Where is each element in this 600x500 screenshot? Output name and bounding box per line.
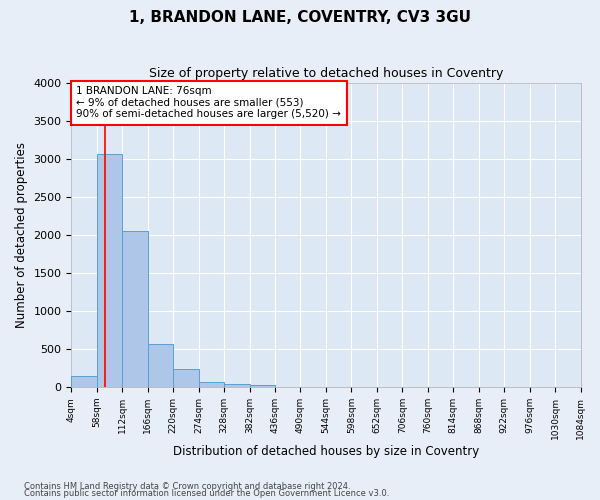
Bar — [224, 384, 250, 387]
Bar — [250, 385, 275, 387]
Bar — [148, 344, 173, 387]
Text: Contains HM Land Registry data © Crown copyright and database right 2024.: Contains HM Land Registry data © Crown c… — [24, 482, 350, 491]
Y-axis label: Number of detached properties: Number of detached properties — [15, 142, 28, 328]
X-axis label: Distribution of detached houses by size in Coventry: Distribution of detached houses by size … — [173, 444, 479, 458]
Bar — [71, 376, 97, 387]
Text: 1 BRANDON LANE: 76sqm
← 9% of detached houses are smaller (553)
90% of semi-deta: 1 BRANDON LANE: 76sqm ← 9% of detached h… — [76, 86, 341, 120]
Bar — [173, 369, 199, 387]
Bar — [97, 154, 122, 387]
Text: Contains public sector information licensed under the Open Government Licence v3: Contains public sector information licen… — [24, 490, 389, 498]
Bar — [122, 230, 148, 387]
Text: 1, BRANDON LANE, COVENTRY, CV3 3GU: 1, BRANDON LANE, COVENTRY, CV3 3GU — [129, 10, 471, 25]
Bar — [199, 382, 224, 387]
Title: Size of property relative to detached houses in Coventry: Size of property relative to detached ho… — [149, 68, 503, 80]
